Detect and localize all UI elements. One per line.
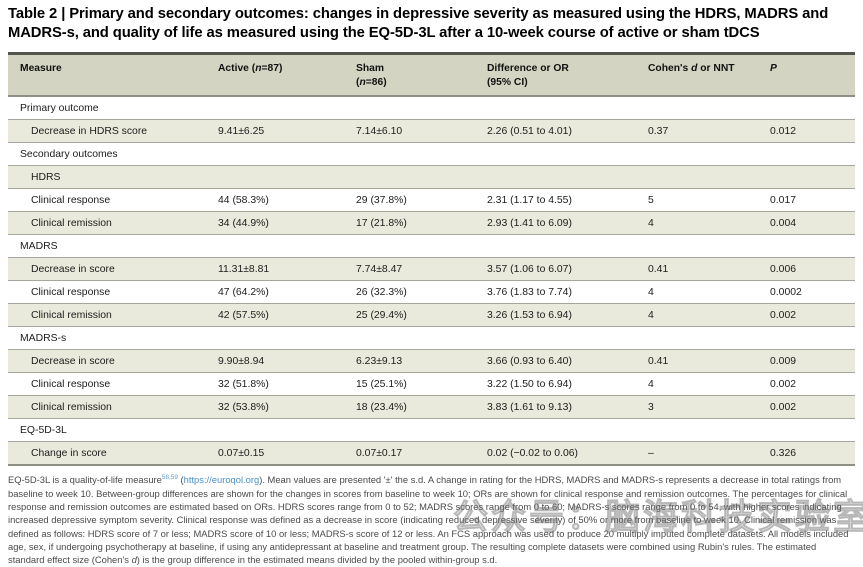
cell-sham: 7.74±8.47 bbox=[356, 263, 403, 275]
subsection-row: MADRS-s bbox=[8, 327, 855, 351]
cell-measure: Decrease in score bbox=[31, 355, 115, 367]
outcomes-table: Measure Active (n=87) Sham (n=86) Difference… bbox=[8, 52, 855, 467]
data-row: Decrease in score 9.90±8.94 6.23±9.13 3.66 … bbox=[8, 350, 855, 374]
data-row: Clinical response 47 (64.2%) 26 (32.3%) 3.7… bbox=[8, 281, 855, 305]
cell-p-value: 0.006 bbox=[770, 263, 797, 275]
cell-measure: Decrease in HDRS score bbox=[31, 125, 148, 137]
cell-difference: 2.31 (1.17 to 4.55) bbox=[487, 194, 572, 206]
cell-measure: Clinical remission bbox=[31, 309, 112, 321]
data-row: Clinical response 32 (51.8%) 15 (25.1%) 3.2… bbox=[8, 373, 855, 397]
cell-difference: 2.26 (0.51 to 4.01) bbox=[487, 125, 572, 137]
subsection-row: HDRS bbox=[8, 166, 855, 190]
cell-active: 11.31±8.81 bbox=[218, 263, 270, 275]
cell-measure: MADRS bbox=[20, 240, 58, 252]
cell-p-value: 0.002 bbox=[770, 401, 797, 413]
column-header-cohens-d: Cohen's d or NNT bbox=[648, 63, 735, 75]
cell-active: 32 (53.8%) bbox=[218, 401, 269, 413]
cell-measure: Decrease in score bbox=[31, 263, 115, 275]
section-row: Primary outcome bbox=[8, 97, 855, 121]
euroqol-link[interactable]: https://euroqol.org bbox=[183, 474, 260, 486]
column-header-difference: Difference or OR (95% CI) bbox=[487, 63, 569, 88]
cell-cohens-d: 4 bbox=[648, 309, 654, 321]
column-header-measure: Measure bbox=[20, 63, 62, 75]
data-row: Clinical remission 42 (57.5%) 25 (29.4%) 3.… bbox=[8, 304, 855, 328]
cell-measure: Clinical remission bbox=[31, 217, 112, 229]
cell-active: 47 (64.2%) bbox=[218, 286, 269, 298]
cell-difference: 3.83 (1.61 to 9.13) bbox=[487, 401, 572, 413]
cell-sham: 6.23±9.13 bbox=[356, 355, 403, 367]
column-header-active: Active (n=87) bbox=[218, 63, 283, 75]
cell-sham: 15 (25.1%) bbox=[356, 378, 407, 390]
cell-sham: 7.14±6.10 bbox=[356, 125, 403, 137]
cell-active: 32 (51.8%) bbox=[218, 378, 269, 390]
cell-sham: 0.07±0.17 bbox=[356, 447, 403, 459]
cell-cohens-d: 0.41 bbox=[648, 355, 669, 367]
cell-measure: Clinical response bbox=[31, 286, 111, 298]
table-title: Table 2 | Primary and secondary outcomes… bbox=[8, 6, 829, 42]
cell-cohens-d: 4 bbox=[648, 378, 654, 390]
cell-active: 9.90±8.94 bbox=[218, 355, 265, 367]
cell-p-value: 0.009 bbox=[770, 355, 797, 367]
table-header-row: Measure Active (n=87) Sham (n=86) Difference… bbox=[8, 55, 855, 98]
cell-active: 34 (44.9%) bbox=[218, 217, 269, 229]
data-row: Clinical response 44 (58.3%) 29 (37.8%) 2.3… bbox=[8, 189, 855, 213]
cell-measure: Clinical response bbox=[31, 378, 111, 390]
cell-cohens-d: 0.41 bbox=[648, 263, 669, 275]
cell-p-value: 0.017 bbox=[770, 194, 797, 206]
cell-p-value: 0.004 bbox=[770, 217, 797, 229]
cell-sham: 29 (37.8%) bbox=[356, 194, 407, 206]
cell-difference: 2.93 (1.41 to 6.09) bbox=[487, 217, 572, 229]
cell-difference: 0.02 (−0.02 to 0.06) bbox=[487, 447, 578, 459]
cell-cohens-d: 4 bbox=[648, 286, 654, 298]
table-body: Primary outcome Decrease in HDRS score 9.4… bbox=[8, 97, 855, 467]
cell-cohens-d: 5 bbox=[648, 194, 654, 206]
cell-p-value: 0.326 bbox=[770, 447, 797, 459]
cell-measure: Primary outcome bbox=[20, 102, 99, 114]
cell-measure: MADRS-s bbox=[20, 332, 67, 344]
data-row: Clinical remission 34 (44.9%) 17 (21.8%) 2.… bbox=[8, 212, 855, 236]
cell-sham: 17 (21.8%) bbox=[356, 217, 407, 229]
cell-active: 44 (58.3%) bbox=[218, 194, 269, 206]
cell-p-value: 0.0002 bbox=[770, 286, 802, 298]
data-row: Decrease in HDRS score 9.41±6.25 7.14±6.10… bbox=[8, 120, 855, 144]
cell-p-value: 0.012 bbox=[770, 125, 797, 137]
cell-measure: Clinical response bbox=[31, 194, 111, 206]
cell-measure: Clinical remission bbox=[31, 401, 112, 413]
cell-sham: 18 (23.4%) bbox=[356, 401, 407, 413]
cell-measure: EQ-5D-3L bbox=[20, 424, 67, 436]
cell-difference: 3.26 (1.53 to 6.94) bbox=[487, 309, 572, 321]
cell-sham: 25 (29.4%) bbox=[356, 309, 407, 321]
cell-cohens-d: 3 bbox=[648, 401, 654, 413]
cell-p-value: 0.002 bbox=[770, 378, 797, 390]
data-row: Decrease in score 11.31±8.81 7.74±8.47 3.57… bbox=[8, 258, 855, 282]
cell-p-value: 0.002 bbox=[770, 309, 797, 321]
cell-measure: Change in score bbox=[31, 447, 107, 459]
column-header-p-value: P bbox=[770, 63, 777, 75]
subsection-row: EQ-5D-3L bbox=[8, 419, 855, 443]
cell-active: 0.07±0.15 bbox=[218, 447, 265, 459]
table-footnote: EQ-5D-3L is a quality-of-life measure58,… bbox=[8, 474, 849, 566]
cell-cohens-d: – bbox=[648, 447, 654, 459]
cell-measure: HDRS bbox=[31, 171, 61, 183]
cell-difference: 3.66 (0.93 to 6.40) bbox=[487, 355, 572, 367]
cell-active: 9.41±6.25 bbox=[218, 125, 265, 137]
column-header-sham: Sham (n=86) bbox=[356, 63, 387, 88]
paper-table-figure: Table 2 | Primary and secondary outcomes… bbox=[8, 6, 863, 565]
cell-sham: 26 (32.3%) bbox=[356, 286, 407, 298]
cell-cohens-d: 0.37 bbox=[648, 125, 669, 137]
cell-difference: 3.57 (1.06 to 6.07) bbox=[487, 263, 572, 275]
cell-measure: Secondary outcomes bbox=[20, 148, 118, 160]
cell-active: 42 (57.5%) bbox=[218, 309, 269, 321]
subsection-row: MADRS bbox=[8, 235, 855, 259]
cell-difference: 3.22 (1.50 to 6.94) bbox=[487, 378, 572, 390]
section-row: Secondary outcomes bbox=[8, 143, 855, 167]
cell-cohens-d: 4 bbox=[648, 217, 654, 229]
cell-difference: 3.76 (1.83 to 7.74) bbox=[487, 286, 572, 298]
data-row: Change in score 0.07±0.15 0.07±0.17 0.02 (−… bbox=[8, 442, 855, 467]
data-row: Clinical remission 32 (53.8%) 18 (23.4%) 3.… bbox=[8, 396, 855, 420]
